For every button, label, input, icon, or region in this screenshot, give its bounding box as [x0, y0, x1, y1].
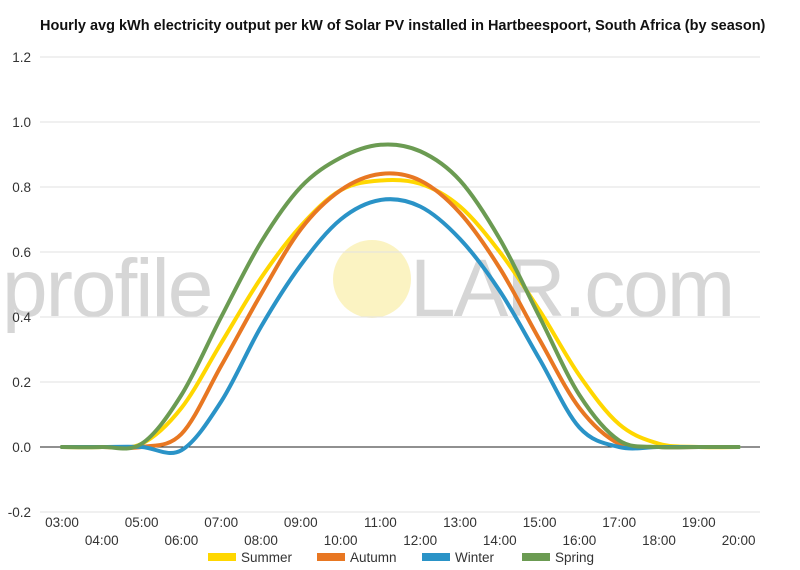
y-axis-ticks: -0.2 0.0 0.2 0.4 0.6 0.8 1.0 1.2 — [8, 50, 32, 520]
x-tick-label: 08:00 — [244, 533, 278, 548]
watermark: profile LAR.com — [2, 240, 735, 334]
x-tick-label: 11:00 — [364, 515, 397, 530]
x-tick-label: 14:00 — [483, 533, 517, 548]
x-tick-label: 10:00 — [324, 533, 358, 548]
y-tick-label: 0.4 — [12, 310, 31, 325]
legend-label-autumn: Autumn — [350, 550, 397, 565]
watermark-text-left: profile — [2, 243, 211, 334]
legend-label-winter: Winter — [455, 550, 495, 565]
x-tick-label: 04:00 — [85, 533, 119, 548]
series-line-spring — [60, 142, 741, 451]
series-lines — [60, 142, 741, 456]
x-tick-label: 07:00 — [204, 515, 238, 530]
x-tick-label: 20:00 — [722, 533, 756, 548]
x-axis-ticks: 03:00 04:00 05:00 06:00 07:00 08:00 09:00 10:00… — [45, 515, 755, 548]
x-tick-label: 03:00 — [45, 515, 79, 530]
legend-label-spring: Spring — [555, 550, 594, 565]
x-tick-label: 12:00 — [403, 533, 437, 548]
legend-swatch-autumn — [317, 553, 345, 561]
y-tick-label: 1.2 — [12, 50, 31, 65]
y-tick-label: 0.8 — [12, 180, 31, 195]
chart-title: Hourly avg kWh electricity output per kW… — [40, 18, 766, 34]
x-tick-label: 06:00 — [165, 533, 199, 548]
watermark-sun-icon — [333, 240, 411, 318]
x-tick-label: 09:00 — [284, 515, 318, 530]
x-tick-label: 13:00 — [443, 515, 477, 530]
y-tick-label: -0.2 — [8, 505, 31, 520]
y-tick-label: 0.6 — [12, 245, 31, 260]
x-tick-label: 05:00 — [125, 515, 159, 530]
y-tick-label: 0.0 — [12, 440, 31, 455]
y-tick-label: 1.0 — [12, 115, 31, 130]
series-line-summer — [60, 177, 741, 450]
x-tick-label: 18:00 — [642, 533, 676, 548]
y-tick-label: 0.2 — [12, 375, 31, 390]
x-tick-label: 16:00 — [563, 533, 597, 548]
legend-swatch-winter — [422, 553, 450, 561]
legend-label-summer: Summer — [241, 550, 293, 565]
legend: Summer Autumn Winter Spring — [208, 550, 594, 565]
x-tick-label: 19:00 — [682, 515, 716, 530]
x-tick-label: 15:00 — [523, 515, 557, 530]
watermark-text-right: LAR.com — [410, 243, 733, 334]
x-tick-label: 17:00 — [602, 515, 636, 530]
series-line-winter — [60, 197, 741, 456]
legend-swatch-summer — [208, 553, 236, 561]
series-line-autumn — [60, 171, 741, 450]
legend-swatch-spring — [522, 553, 550, 561]
